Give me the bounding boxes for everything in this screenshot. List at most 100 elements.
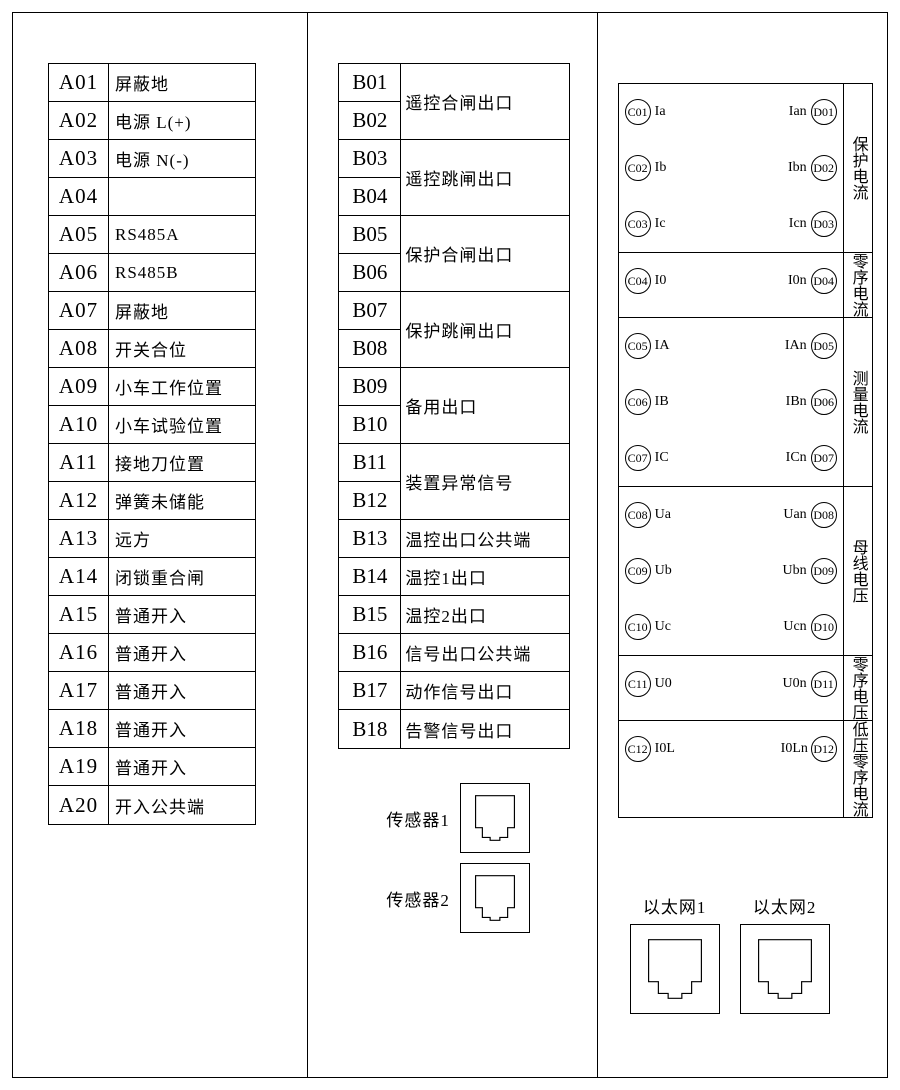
- terminal-group-label: 动作信号出口: [401, 672, 569, 710]
- terminal-label: 开关合位: [109, 330, 255, 367]
- signal-row: C03Ic IcnD03: [619, 196, 843, 252]
- signal-row: C10UcUcnD10: [619, 599, 843, 655]
- right-terminal: I0nD04: [781, 268, 837, 294]
- sensor-1-port-icon: [460, 783, 530, 853]
- terminal-label: RS485A: [109, 216, 255, 253]
- terminal-id: A06: [49, 254, 109, 291]
- terminal-c-id: C04: [625, 268, 651, 294]
- table-c: C01IaIanD01C02IbIbnD02C03IcIcnD03保护电流C04…: [618, 83, 873, 818]
- terminal-label: 远方: [109, 520, 255, 557]
- terminal-c-id: C02: [625, 155, 651, 181]
- terminal-id: B02: [339, 102, 400, 140]
- left-terminal: C05IA: [625, 333, 681, 359]
- signal-name-left: Ub: [655, 563, 681, 579]
- signal-name-right: Ibn: [781, 160, 807, 176]
- panel-c: C01IaIanD01C02IbIbnD02C03IcIcnD03保护电流C04…: [598, 13, 887, 1077]
- terminal-label: 接地刀位置: [109, 444, 255, 481]
- terminal-group-label: 遥控合闸出口: [401, 64, 569, 140]
- terminal-id: A17: [49, 672, 109, 709]
- table-a: A01屏蔽地A02电源 L(+)A03电源 N(-)A04A05RS485AA0…: [48, 63, 256, 825]
- terminal-label: 电源 L(+): [109, 102, 255, 139]
- right-terminal: U0nD11: [781, 671, 837, 697]
- table-c-group: C11U0U0nD11零序电压: [619, 656, 872, 721]
- terminal-d-id: D12: [811, 736, 837, 762]
- table-b-group: B03B04遥控跳闸出口: [339, 140, 569, 216]
- terminal-id: B03: [339, 140, 400, 178]
- left-terminal: C03Ic: [625, 211, 681, 237]
- signal-name-right: I0Ln: [781, 741, 807, 757]
- terminal-group-label: 温控1出口: [401, 558, 569, 596]
- signal-name-left: IC: [655, 450, 681, 466]
- table-a-row: A13远方: [49, 520, 255, 558]
- table-a-row: A01屏蔽地: [49, 64, 255, 102]
- terminal-id: A19: [49, 748, 109, 785]
- signal-name-right: ICn: [781, 450, 807, 466]
- signal-name-right: U0n: [781, 676, 807, 692]
- terminal-d-id: D09: [811, 558, 837, 584]
- right-terminal: IbnD02: [781, 155, 837, 181]
- terminal-id: A13: [49, 520, 109, 557]
- signal-name-left: Ua: [655, 507, 681, 523]
- signal-row: C09UbUbnD09: [619, 543, 843, 599]
- table-a-row: A19普通开入: [49, 748, 255, 786]
- sensor-1-label: 传感器1: [386, 806, 450, 831]
- left-terminal: C01Ia: [625, 99, 681, 125]
- terminal-id: A10: [49, 406, 109, 443]
- right-terminal: IcnD03: [781, 211, 837, 237]
- terminal-group-label: 信号出口公共端: [401, 634, 569, 672]
- table-a-row: A04: [49, 178, 255, 216]
- table-a-row: A02电源 L(+): [49, 102, 255, 140]
- page: A01屏蔽地A02电源 L(+)A03电源 N(-)A04A05RS485AA0…: [0, 0, 900, 1090]
- terminal-label: 普通开入: [109, 748, 255, 785]
- terminal-d-id: D08: [811, 502, 837, 528]
- signal-name-right: Ian: [781, 104, 807, 120]
- table-b-group: B14温控1出口: [339, 558, 569, 596]
- terminal-id: A07: [49, 292, 109, 329]
- terminal-c-id: C06: [625, 389, 651, 415]
- terminal-group-label: 保护合闸出口: [401, 216, 569, 292]
- terminal-id: B17: [339, 672, 400, 710]
- signal-group-label: 低压零序电流: [844, 721, 872, 817]
- table-a-row: A03电源 N(-): [49, 140, 255, 178]
- terminal-group-label: 装置异常信号: [401, 444, 569, 520]
- terminal-d-id: D02: [811, 155, 837, 181]
- signal-name-left: I0: [655, 273, 681, 289]
- table-b-group: B13温控出口公共端: [339, 520, 569, 558]
- ethernet-1-port-icon: [630, 924, 720, 1014]
- table-a-row: A14闭锁重合闸: [49, 558, 255, 596]
- signal-row: C04I0 I0nD04: [619, 253, 843, 309]
- table-a-row: A12弹簧未储能: [49, 482, 255, 520]
- signal-group-label: 母线电压: [844, 487, 872, 655]
- terminal-id: B09: [339, 368, 400, 406]
- terminal-c-id: C08: [625, 502, 651, 528]
- right-terminal: UanD08: [781, 502, 837, 528]
- terminal-id: A02: [49, 102, 109, 139]
- table-a-row: A17普通开入: [49, 672, 255, 710]
- left-terminal: C12I0L: [625, 736, 681, 762]
- table-b-group: B05B06保护合闸出口: [339, 216, 569, 292]
- terminal-label: 开入公共端: [109, 786, 255, 824]
- signal-name-right: IBn: [781, 394, 807, 410]
- terminal-id: B04: [339, 178, 400, 216]
- right-terminal: IanD01: [781, 99, 837, 125]
- ethernet-2-label: 以太网2: [753, 893, 817, 918]
- signal-row: C05IAIAnD05: [619, 318, 843, 374]
- table-b-group: B01B02遥控合闸出口: [339, 64, 569, 140]
- terminal-id: B12: [339, 482, 400, 520]
- table-b-group: B11B12装置异常信号: [339, 444, 569, 520]
- terminal-label: 普通开入: [109, 596, 255, 633]
- signal-row: C06IBIBnD06: [619, 374, 843, 430]
- terminal-group-label: 备用出口: [401, 368, 569, 444]
- terminal-group-label: 温控出口公共端: [401, 520, 569, 558]
- terminal-d-id: D11: [811, 671, 837, 697]
- terminal-id: A08: [49, 330, 109, 367]
- terminal-label: 弹簧未储能: [109, 482, 255, 519]
- terminal-id: B01: [339, 64, 400, 102]
- signal-row: C07ICICnD07: [619, 430, 843, 486]
- ethernet-block: 以太网1 以太网2: [630, 893, 830, 1014]
- signal-name-left: IA: [655, 338, 681, 354]
- signal-row: C12I0L I0LnD12: [619, 721, 843, 777]
- signal-name-right: IAn: [781, 338, 807, 354]
- terminal-id: A14: [49, 558, 109, 595]
- terminal-id: B10: [339, 406, 400, 444]
